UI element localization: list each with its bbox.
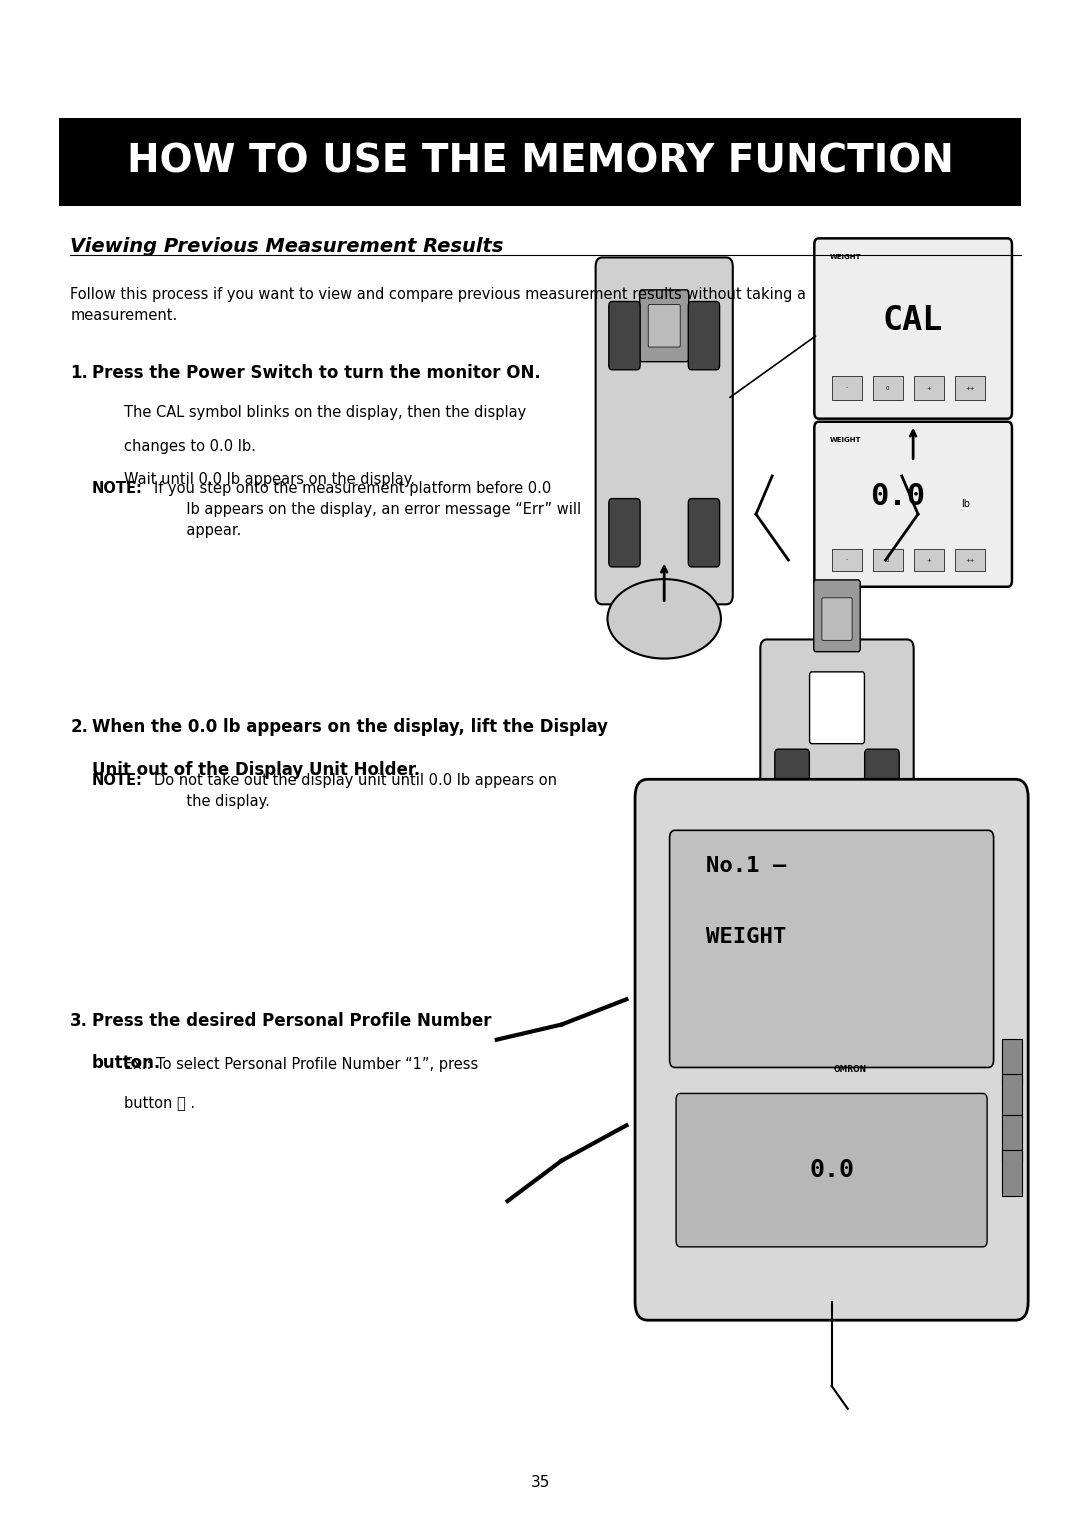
FancyBboxPatch shape [676,1094,987,1247]
Text: CAL: CAL [883,304,943,336]
Bar [1002,1151,1022,1196]
Text: No.1 –: No.1 – [706,856,786,876]
FancyBboxPatch shape [648,304,680,347]
FancyBboxPatch shape [810,672,864,744]
Text: Viewing Previous Measurement Results: Viewing Previous Measurement Results [70,237,503,255]
Text: WEIGHT: WEIGHT [706,926,786,947]
Text: Press the Power Switch to turn the monitor ON.: Press the Power Switch to turn the monit… [92,364,541,382]
Text: ++: ++ [966,385,974,391]
Ellipse shape [607,579,721,659]
Text: button ⓨ .: button ⓨ . [124,1096,195,1111]
Text: WEIGHT: WEIGHT [829,254,861,260]
Text: OMRON: OMRON [834,1065,866,1074]
Text: +: + [927,558,931,562]
Text: The CAL symbol blinks on the display, then the display: The CAL symbol blinks on the display, th… [124,405,526,420]
FancyBboxPatch shape [688,301,719,370]
Bar [1002,1039,1022,1085]
Text: -: - [846,385,848,391]
Text: Wait until 0.0 lb appears on the display.: Wait until 0.0 lb appears on the display… [124,472,415,487]
Bar [873,376,903,400]
Bar [955,549,985,571]
Bar [832,549,862,571]
FancyBboxPatch shape [639,290,689,362]
FancyBboxPatch shape [814,422,1012,587]
Text: lb: lb [961,500,971,509]
Bar [955,376,985,400]
Text: NOTE:: NOTE: [92,773,143,788]
Text: -: - [846,558,848,562]
Text: 2.: 2. [70,718,89,736]
Bar [832,376,862,400]
FancyBboxPatch shape [596,257,732,604]
Text: When the 0.0 lb appears on the display, lift the Display: When the 0.0 lb appears on the display, … [92,718,608,736]
Text: NOTE:: NOTE: [92,481,143,497]
Text: Press the desired Personal Profile Number: Press the desired Personal Profile Numbe… [92,1012,491,1030]
Text: WEIGHT: WEIGHT [829,437,861,443]
Text: 3.: 3. [70,1012,89,1030]
Text: ++: ++ [966,558,974,562]
Bar [914,376,944,400]
Bar [1002,1074,1022,1120]
Text: HOW TO USE THE MEMORY FUNCTION: HOW TO USE THE MEMORY FUNCTION [126,144,954,180]
Text: Unit out of the Display Unit Holder.: Unit out of the Display Unit Holder. [92,761,420,779]
FancyBboxPatch shape [635,779,1028,1320]
Text: 35: 35 [530,1475,550,1490]
Text: 0: 0 [886,558,890,562]
FancyBboxPatch shape [609,498,640,567]
Text: +: + [927,385,931,391]
FancyBboxPatch shape [865,880,900,949]
Text: button.: button. [92,1054,161,1073]
Text: changes to 0.0 lb.: changes to 0.0 lb. [124,439,256,454]
Text: Do not take out the display unit until 0.0 lb appears on
       the display.: Do not take out the display unit until 0… [154,773,557,810]
Text: If you step onto the measurement platform before 0.0
       lb appears on the di: If you step onto the measurement platfor… [154,481,581,538]
Text: 0.0: 0.0 [870,483,926,510]
Text: Follow this process if you want to view and compare previous measurement results: Follow this process if you want to view … [70,287,806,324]
Text: 0: 0 [886,385,890,391]
FancyBboxPatch shape [609,301,640,370]
FancyBboxPatch shape [814,238,1012,419]
FancyBboxPatch shape [670,830,994,1068]
Text: 0.0: 0.0 [809,1158,854,1183]
Text: 1.: 1. [70,364,89,382]
Bar [1002,1115,1022,1161]
Bar [873,549,903,571]
FancyBboxPatch shape [822,597,852,640]
Text: Ex.: To select Personal Profile Number “1”, press: Ex.: To select Personal Profile Number “… [124,1057,478,1073]
FancyBboxPatch shape [760,639,914,987]
Bar [59,118,1021,206]
FancyBboxPatch shape [814,579,861,651]
FancyBboxPatch shape [774,880,809,949]
FancyBboxPatch shape [688,498,719,567]
Bar [914,549,944,571]
FancyBboxPatch shape [774,749,809,817]
FancyBboxPatch shape [865,749,900,817]
